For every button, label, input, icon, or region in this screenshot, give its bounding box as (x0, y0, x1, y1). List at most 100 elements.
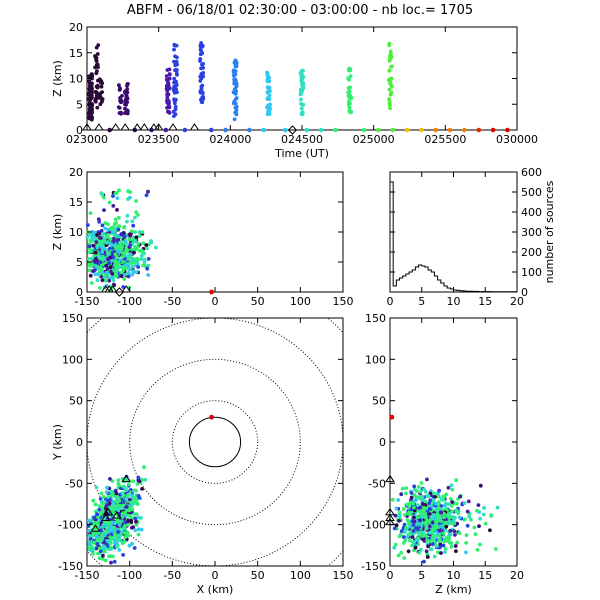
z-y-point (472, 525, 477, 530)
z-y-point (454, 508, 459, 512)
z-y-point (399, 529, 404, 533)
plan-view-point (135, 482, 140, 486)
z-y-point (456, 511, 461, 516)
time-height-point (167, 111, 172, 115)
z-y-point (427, 531, 432, 535)
z-y-point (432, 554, 437, 559)
x-z-xtick-label: 0 (212, 295, 219, 308)
z-y-point (413, 545, 418, 550)
time-height-point (299, 90, 303, 95)
time-height-point (232, 87, 237, 92)
time-height-ground-point (247, 127, 252, 133)
z-y-ytick-label: 0 (379, 436, 386, 449)
z-y-point (412, 484, 417, 489)
time-height-point (346, 102, 351, 107)
plan-view-point (129, 500, 134, 505)
z-y-ytick-label: 50 (372, 395, 386, 408)
x-z-point (111, 230, 115, 235)
z-y-point (450, 487, 455, 492)
plan-view-point (121, 503, 126, 508)
x-z-point (100, 278, 105, 283)
z-y-point (433, 501, 438, 506)
time-height-point (164, 87, 169, 91)
x-z-point (94, 240, 99, 245)
z-y-point (493, 547, 498, 551)
z-y-point (473, 532, 478, 537)
z-y-point (438, 524, 443, 528)
plan-view-point (110, 503, 115, 507)
x-z-point (146, 257, 151, 261)
time-height-point (173, 68, 177, 73)
z-y-ytick-label: 150 (365, 312, 386, 325)
time-height-ground-point (376, 127, 381, 133)
plan-view-point (95, 542, 100, 546)
z-y-point (399, 550, 404, 555)
z-y-point (453, 533, 457, 537)
x-z-ytick-label: 15 (69, 196, 83, 209)
time-height-point (90, 93, 94, 98)
z-y-point (406, 532, 411, 537)
x-z-point (114, 274, 119, 278)
x-z-point (131, 223, 136, 228)
z-y-point (455, 540, 459, 545)
x-z-point (120, 254, 125, 259)
time-height-xtick-label: 025000 (353, 133, 395, 146)
time-height-point (199, 86, 204, 91)
z-y-ytick-label: 100 (365, 353, 386, 366)
z-y-point (399, 492, 404, 497)
x-z-point (105, 240, 109, 245)
z-y-point (392, 545, 397, 550)
time-height-point (267, 85, 272, 90)
time-height-point (231, 68, 236, 73)
z-y-point (438, 510, 443, 515)
height-histogram-xtick-label: 10 (447, 295, 461, 308)
time-height-point (200, 83, 205, 88)
plan-view-point (101, 553, 105, 558)
z-y-point (476, 503, 481, 507)
plan-view-point (112, 531, 117, 536)
plan-view-point (123, 535, 127, 540)
plan-view-point (143, 477, 148, 482)
time-height-point (267, 112, 272, 116)
axes-layer: 023000 023500 024000 024500 025000 025500 0300… (51, 21, 556, 596)
z-y-point (425, 538, 430, 542)
time-height-point (232, 117, 237, 122)
x-z-point (131, 270, 136, 275)
plan-view-point (130, 541, 135, 546)
time-height-point (199, 100, 204, 104)
z-y-xtick-label: 10 (447, 569, 461, 582)
time-height-station-marker (132, 123, 143, 131)
x-z-point (115, 261, 120, 265)
x-z-point (85, 223, 90, 227)
x-z-point (90, 263, 95, 268)
time-height-point (172, 89, 177, 94)
plan-view-point (91, 498, 96, 503)
time-height-point (96, 65, 100, 69)
time-height-point (200, 51, 205, 55)
plan-view-point (100, 536, 105, 540)
x-z-point (105, 235, 109, 240)
plan-view-point (108, 505, 113, 510)
time-height-ground-point (505, 127, 510, 133)
plan-view-point (114, 527, 119, 531)
z-y-point (448, 497, 453, 501)
time-height-diamond-marker (287, 125, 298, 135)
time-height-point (165, 95, 170, 100)
plan-view-point (109, 489, 114, 494)
x-z-point (122, 234, 126, 239)
z-y-point (422, 505, 426, 510)
time-height-point (198, 59, 202, 63)
x-z-point (134, 270, 139, 274)
x-z-point (115, 238, 120, 242)
time-height-ground-point (361, 127, 367, 133)
z-y-point (437, 488, 441, 493)
time-height-xtick-label: 024000 (209, 133, 251, 146)
x-z-point (122, 225, 126, 230)
z-y-point (416, 530, 421, 535)
plan-view-point (97, 546, 102, 551)
z-y-point (415, 495, 420, 500)
z-y-point (449, 544, 454, 549)
x-z-point (135, 256, 139, 261)
histogram-outline (389, 181, 518, 293)
